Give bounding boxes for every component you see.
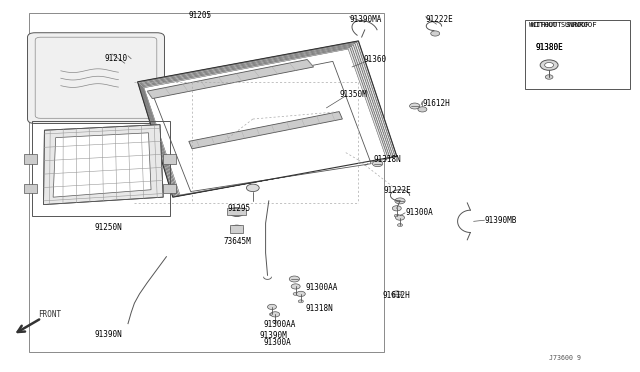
Text: 91350M: 91350M (339, 90, 367, 99)
Bar (24, 184, 37, 193)
Circle shape (271, 312, 280, 317)
Polygon shape (140, 44, 394, 196)
Text: 91300AA: 91300AA (306, 283, 339, 292)
Text: 91295: 91295 (227, 204, 250, 213)
Text: 91390M: 91390M (259, 331, 287, 340)
Polygon shape (139, 42, 395, 197)
Circle shape (233, 210, 241, 214)
Circle shape (296, 291, 305, 296)
Circle shape (540, 60, 558, 70)
Circle shape (268, 304, 276, 310)
Circle shape (394, 214, 399, 217)
Text: 91300A: 91300A (405, 208, 433, 217)
Text: 91380E: 91380E (535, 43, 563, 52)
Circle shape (392, 206, 401, 211)
Circle shape (545, 75, 553, 79)
Polygon shape (138, 41, 397, 197)
Text: 91300AA: 91300AA (264, 320, 296, 329)
Circle shape (291, 284, 300, 289)
Bar (163, 184, 176, 193)
Circle shape (273, 320, 278, 323)
Circle shape (246, 184, 259, 192)
Text: 91318N: 91318N (373, 155, 401, 164)
Circle shape (298, 300, 303, 303)
Polygon shape (144, 49, 387, 195)
Text: FRONT: FRONT (38, 310, 61, 319)
Circle shape (431, 31, 440, 36)
Circle shape (293, 292, 298, 295)
Circle shape (372, 161, 383, 167)
Text: 91318N: 91318N (306, 304, 333, 312)
Text: 91222E: 91222E (384, 186, 412, 195)
Circle shape (392, 291, 402, 297)
Circle shape (289, 276, 300, 282)
Text: 91360: 91360 (364, 55, 387, 64)
Circle shape (230, 225, 243, 232)
Polygon shape (189, 112, 342, 149)
Polygon shape (143, 48, 388, 195)
Text: 91612H: 91612H (422, 99, 450, 108)
Text: WITHOUT SUNROOF: WITHOUT SUNROOF (531, 22, 597, 28)
Polygon shape (44, 125, 163, 205)
Circle shape (410, 103, 420, 109)
Polygon shape (147, 60, 314, 99)
Circle shape (229, 208, 244, 217)
Circle shape (545, 62, 554, 68)
Polygon shape (143, 48, 388, 195)
Polygon shape (142, 46, 390, 196)
Text: 73645M: 73645M (224, 237, 252, 246)
Bar (32, 121, 170, 216)
Text: 91205: 91205 (189, 11, 212, 20)
Text: 91250N: 91250N (95, 223, 122, 232)
Circle shape (395, 198, 405, 204)
Text: 91222E: 91222E (426, 15, 453, 24)
Bar (227, 208, 246, 215)
Bar (230, 225, 243, 232)
Text: 91390N: 91390N (95, 330, 122, 339)
FancyBboxPatch shape (28, 33, 164, 124)
Circle shape (396, 215, 404, 220)
Bar (24, 154, 37, 164)
Polygon shape (154, 61, 371, 192)
Circle shape (397, 224, 403, 227)
Polygon shape (140, 44, 394, 196)
Polygon shape (53, 133, 151, 197)
Bar (29, 13, 384, 352)
Polygon shape (139, 42, 395, 197)
Text: 91612H: 91612H (382, 291, 410, 300)
Text: 91380E: 91380E (535, 43, 563, 52)
Polygon shape (141, 45, 392, 196)
Circle shape (269, 313, 275, 316)
Text: WITHOUT SUNROOF: WITHOUT SUNROOF (529, 22, 589, 28)
Text: J73600 9: J73600 9 (549, 355, 581, 361)
Polygon shape (142, 46, 390, 196)
Text: 91210: 91210 (104, 54, 127, 63)
Bar (525, 20, 630, 89)
Bar (163, 154, 176, 164)
Text: 91300A: 91300A (264, 339, 291, 347)
Polygon shape (141, 45, 392, 196)
Text: 91390MA: 91390MA (349, 15, 382, 24)
Text: 91390MB: 91390MB (484, 216, 517, 225)
Circle shape (418, 107, 427, 112)
